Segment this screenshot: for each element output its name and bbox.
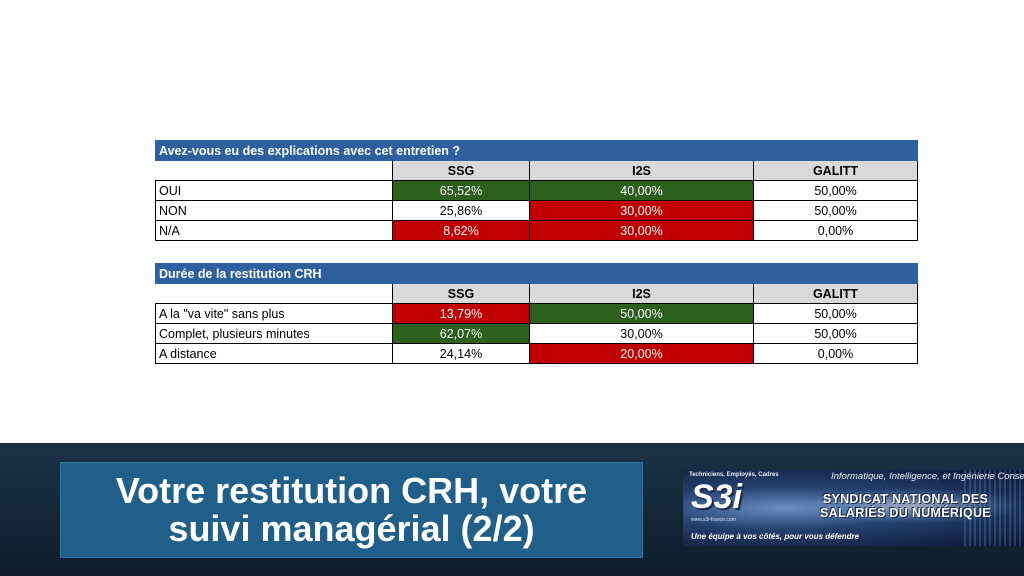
cell-ssg: 24,14%	[392, 343, 530, 364]
row-label: OUI	[155, 180, 393, 201]
slide-title-box: Votre restitution CRH, votre suivi manag…	[60, 462, 643, 558]
logo-url: www.s3i-france.com	[691, 517, 736, 523]
cell-ssg: 25,86%	[392, 200, 530, 221]
table-title-row: Avez-vous eu des explications avec cet e…	[154, 140, 919, 161]
table-title-row: Durée de la restitution CRH	[154, 263, 919, 284]
row-label: A la "va vite" sans plus	[155, 303, 393, 324]
cell-i2s: 30,00%	[529, 220, 754, 241]
logo-tagline-top: Techniciens, Employés, Cadres	[689, 472, 779, 478]
cell-ssg: 62,07%	[392, 323, 530, 344]
cell-galitt: 0,00%	[752, 220, 919, 241]
explanations-table: Avez-vous eu des explications avec cet e…	[154, 140, 919, 241]
column-header-ssg: SSG	[392, 283, 530, 304]
logo-name-line1: SYNDICAT NATIONAL DES	[822, 492, 989, 506]
slide-title: Votre restitution CRH, votre suivi manag…	[115, 470, 588, 549]
cell-galitt: 50,00%	[752, 200, 919, 221]
header-blank-cell	[155, 283, 393, 304]
table-row: NON 25,86% 30,00% 50,00%	[155, 200, 919, 221]
row-label: NON	[155, 200, 393, 221]
table-row: A distance 24,14% 20,00% 0,00%	[155, 343, 919, 364]
cell-galitt: 50,00%	[752, 303, 919, 324]
s3i-logo: Techniciens, Employés, Cadres Informatiq…	[683, 470, 1024, 546]
column-header-ssg: SSG	[392, 160, 530, 181]
cell-i2s: 50,00%	[529, 303, 754, 324]
column-header-i2s: I2S	[529, 283, 754, 304]
cell-ssg: 8,62%	[392, 220, 530, 241]
logo-name-line2: SALARIÉS DU NUMÉRIQUE	[820, 506, 991, 520]
column-header-i2s: I2S	[529, 160, 754, 181]
table-row: OUI 65,52% 40,00% 50,00%	[155, 180, 919, 201]
cell-galitt: 50,00%	[752, 180, 919, 201]
table-row: N/A 8,62% 30,00% 0,00%	[155, 220, 919, 241]
table-header-row: SSG I2S GALITT	[155, 283, 919, 304]
cell-ssg: 65,52%	[392, 180, 530, 201]
logo-slogan: Une équipe à vos côtés, pour vous défend…	[691, 532, 860, 541]
table-row: A la "va vite" sans plus 13,79% 50,00% 5…	[155, 303, 919, 324]
logo-swoosh	[803, 488, 1023, 524]
logo-subtitle: Informatique, Intelligence, et Ingénieri…	[831, 471, 1024, 482]
cell-i2s: 30,00%	[529, 323, 754, 344]
logo-mark: S3i	[691, 478, 743, 516]
header-blank-cell	[155, 160, 393, 181]
column-header-galitt: GALITT	[752, 283, 919, 304]
row-label: N/A	[155, 220, 393, 241]
column-header-galitt: GALITT	[752, 160, 919, 181]
row-label: A distance	[155, 343, 393, 364]
cell-i2s: 40,00%	[529, 180, 754, 201]
table-title: Durée de la restitution CRH	[154, 263, 919, 284]
table-title: Avez-vous eu des explications avec cet e…	[154, 140, 919, 161]
cell-i2s: 20,00%	[529, 343, 754, 364]
table-header-row: SSG I2S GALITT	[155, 160, 919, 181]
logo-union-name: SYNDICAT NATIONAL DES SALARIÉS DU NUMÉRI…	[793, 492, 1018, 520]
cell-i2s: 30,00%	[529, 200, 754, 221]
row-label: Complet, plusieurs minutes	[155, 323, 393, 344]
cell-ssg: 13,79%	[392, 303, 530, 324]
cell-galitt: 50,00%	[752, 323, 919, 344]
cell-galitt: 0,00%	[752, 343, 919, 364]
table-row: Complet, plusieurs minutes 62,07% 30,00%…	[155, 323, 919, 344]
restitution-duration-table: Durée de la restitution CRH SSG I2S GALI…	[154, 263, 919, 364]
